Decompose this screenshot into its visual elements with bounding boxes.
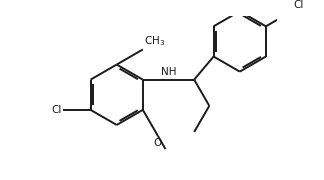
Text: Cl: Cl bbox=[294, 0, 304, 10]
Text: CH$_3$: CH$_3$ bbox=[145, 34, 166, 48]
Text: O: O bbox=[154, 138, 162, 148]
Text: Cl: Cl bbox=[52, 105, 62, 115]
Text: NH: NH bbox=[161, 67, 177, 77]
